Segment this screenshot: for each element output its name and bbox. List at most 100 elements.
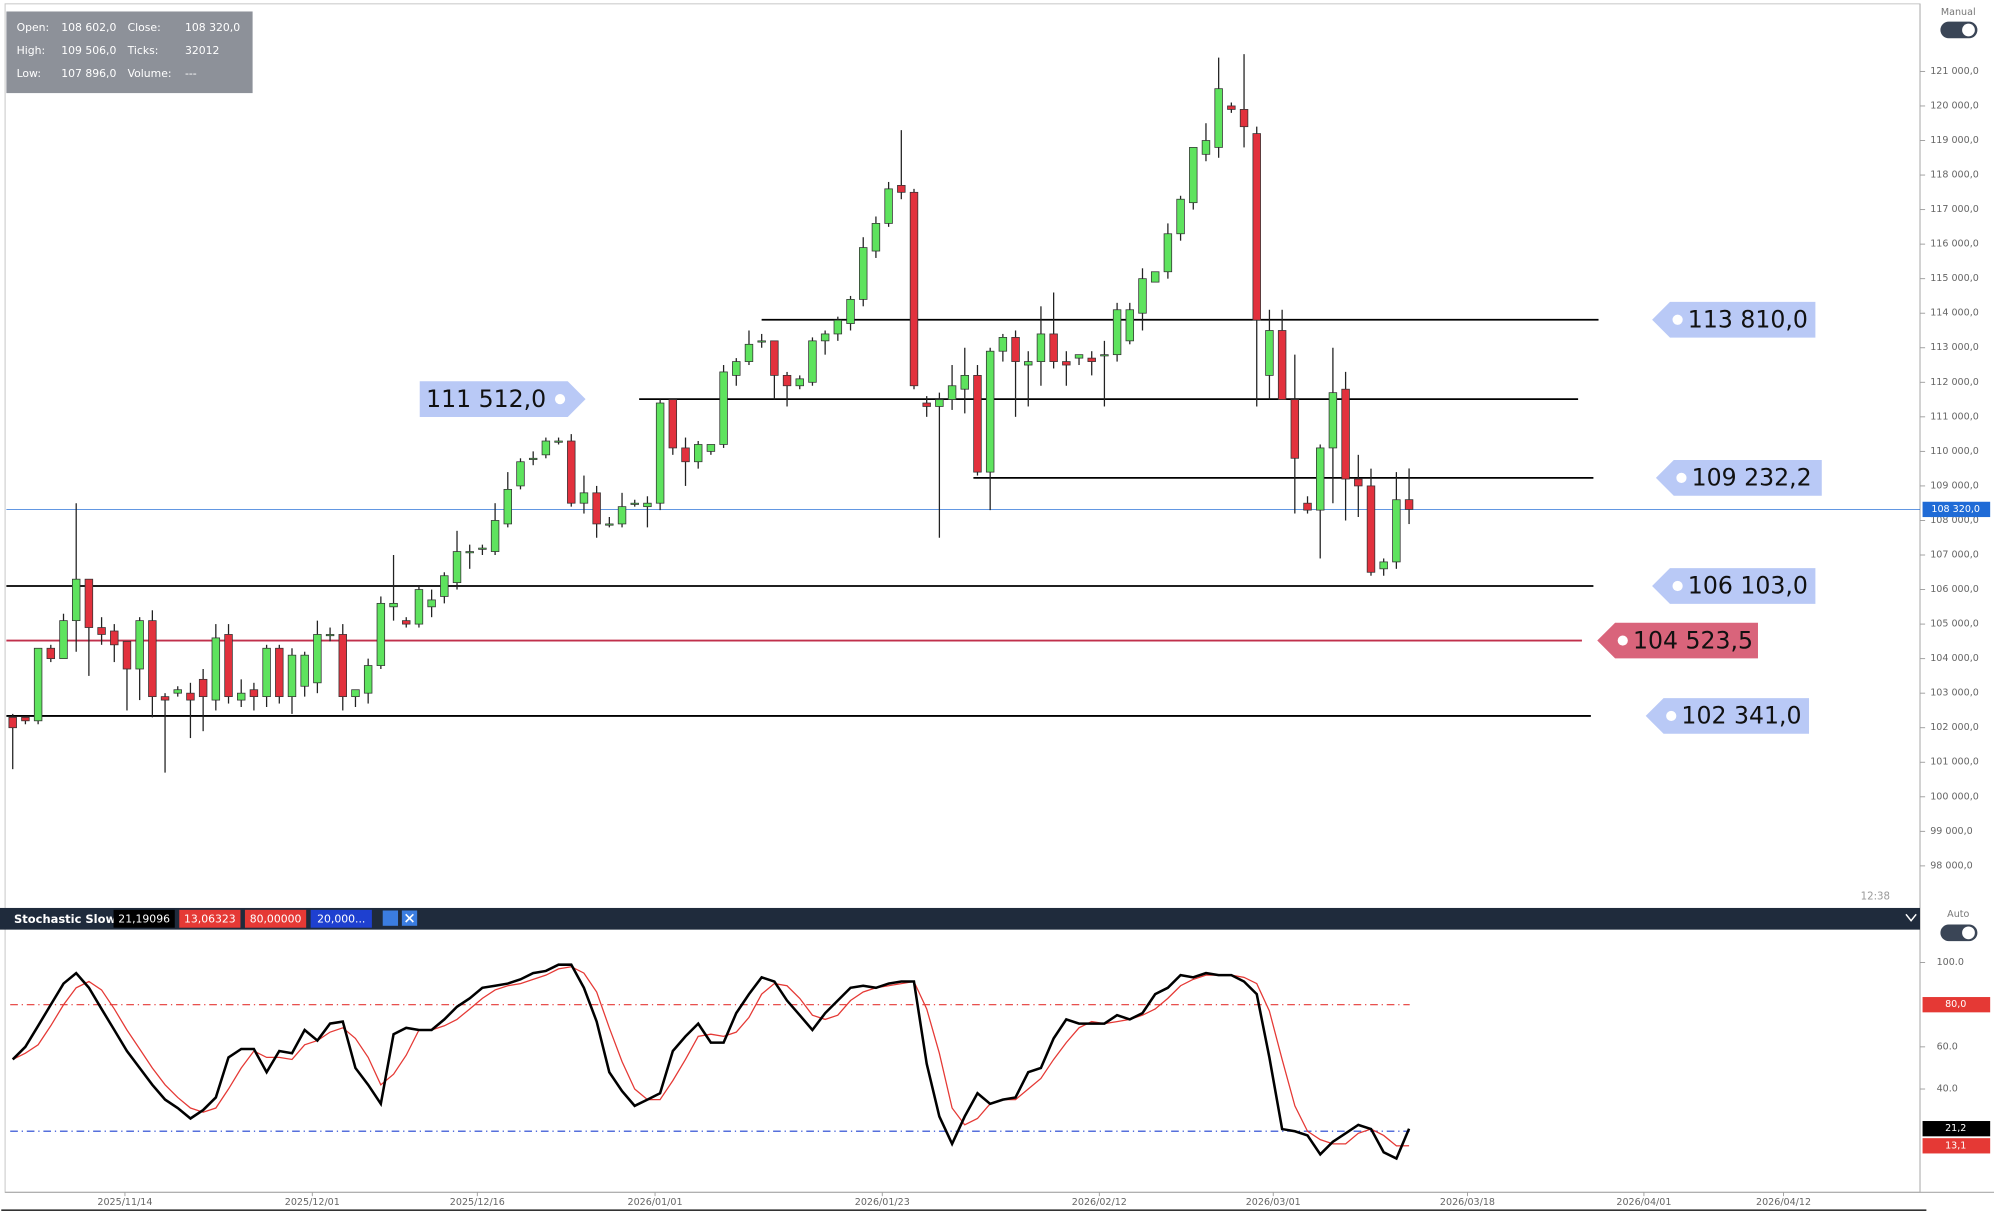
candle-body: [452, 551, 462, 584]
candle-body: [1150, 271, 1160, 283]
y-tick-label: 113 000,0: [1930, 342, 1979, 353]
candle-body: [1290, 399, 1300, 459]
candle-body: [985, 350, 995, 473]
candle-body: [224, 634, 233, 698]
y-tick-label: 121 000,0: [1930, 66, 1979, 77]
candle-body: [46, 647, 56, 660]
candle-body: [160, 696, 170, 701]
candle-body: [1328, 392, 1338, 449]
candle-body: [1265, 330, 1274, 376]
candle-body: [1366, 485, 1376, 573]
x-tick-label: 2026/01/23: [855, 1197, 910, 1208]
y-tick-label: 103 000,0: [1930, 688, 1979, 699]
y-tick-label: 116 000,0: [1930, 239, 1979, 250]
candle-body: [1404, 499, 1414, 510]
axis-tag: [1922, 997, 1991, 1013]
indicator-value-box: [113, 909, 175, 928]
toggle-label: Auto: [1947, 909, 1969, 920]
info-value: 107 896,0: [61, 67, 116, 80]
y-tick-label: 40.0: [1937, 1084, 1958, 1095]
candle-body: [1214, 88, 1223, 148]
candle-body: [275, 647, 284, 698]
indicator-value: 13,06323: [184, 912, 236, 925]
info-label: High:: [17, 44, 46, 57]
candle-body: [389, 602, 398, 608]
candle-body: [1074, 354, 1084, 359]
level-label: 113 810,0: [1688, 306, 1808, 334]
x-tick-label: 2025/12/01: [285, 1197, 340, 1208]
candle-body: [186, 692, 195, 701]
candle-body: [8, 716, 17, 729]
y-tick-label: 118 000,0: [1930, 170, 1979, 181]
candle-body: [1062, 361, 1071, 366]
candle-body: [135, 620, 144, 670]
y-tick-label: 109 000,0: [1930, 480, 1979, 491]
y-tick-label: 117 000,0: [1930, 204, 1979, 215]
candle-body: [427, 599, 436, 608]
candle-body: [262, 647, 271, 698]
candle-body: [1341, 388, 1350, 480]
info-label: Volume:: [128, 67, 172, 80]
candle-body: [173, 689, 182, 694]
candle-body: [71, 578, 81, 622]
axis-tag-label: 21,2: [1945, 1123, 1966, 1134]
indicator-value: 20,000...: [317, 912, 365, 925]
collapse-chevron[interactable]: [1905, 913, 1917, 922]
candle-body: [782, 375, 792, 387]
close-x: [405, 913, 414, 923]
settings-icon[interactable]: [382, 910, 399, 926]
candle-body: [1227, 105, 1236, 110]
candle-body: [237, 692, 246, 701]
indicator-value: 80,00000: [250, 912, 302, 925]
candle-body: [338, 634, 347, 698]
level-label: 106 103,0: [1688, 572, 1808, 600]
candle-body: [757, 340, 766, 343]
info-value: 108 320,0: [185, 21, 240, 34]
indicator-value-box: [310, 909, 372, 928]
candle-body: [998, 337, 1008, 352]
candle-body: [1100, 354, 1109, 357]
toggle-knob[interactable]: [1962, 926, 1975, 940]
y-tick-label: 106 000,0: [1930, 584, 1979, 595]
candle-body: [363, 665, 373, 694]
indicator-line: [11, 963, 1411, 1161]
y-tick-label: 114 000,0: [1930, 308, 1979, 319]
indicator-header: [0, 907, 1921, 930]
candle-body: [1049, 333, 1058, 362]
candle-body: [1125, 309, 1135, 342]
candle-body: [579, 492, 589, 504]
x-tick-label: 2026/02/12: [1072, 1197, 1127, 1208]
info-label: Open:: [17, 21, 50, 34]
candle-body: [211, 637, 221, 701]
candle-body: [1303, 502, 1312, 511]
indicator-title: Stochastic Slow: [14, 912, 116, 926]
candle-body: [528, 457, 538, 460]
y-tick-label: 99 000,0: [1930, 826, 1973, 837]
candle-body: [668, 399, 678, 449]
x-tick-label: 2026/03/18: [1440, 1197, 1495, 1208]
y-tick-label: 105 000,0: [1930, 619, 1979, 630]
axis-tag: [1922, 1138, 1991, 1154]
info-value: ---: [185, 67, 197, 80]
level-tag: [1597, 622, 1758, 659]
candle-body: [820, 333, 830, 342]
candle-body: [846, 299, 855, 324]
candle-body: [770, 340, 779, 376]
y-tick-label: 115 000,0: [1930, 273, 1979, 284]
candle-body: [859, 247, 868, 300]
toggle-knob[interactable]: [1962, 23, 1975, 37]
level-label: 104 523,5: [1633, 626, 1753, 654]
x-tick-label: 2026/04/12: [1756, 1197, 1811, 1208]
candle-body: [1201, 140, 1211, 155]
candle-body: [655, 402, 665, 504]
info-value: 109 506,0: [61, 44, 116, 57]
candle-body: [922, 402, 931, 407]
candle-body: [300, 654, 309, 687]
candle-body: [909, 191, 919, 387]
candle-body: [1277, 330, 1287, 400]
candle-body: [198, 678, 208, 698]
candle-body: [1176, 198, 1185, 235]
y-tick-label: 60.0: [1937, 1041, 1958, 1052]
